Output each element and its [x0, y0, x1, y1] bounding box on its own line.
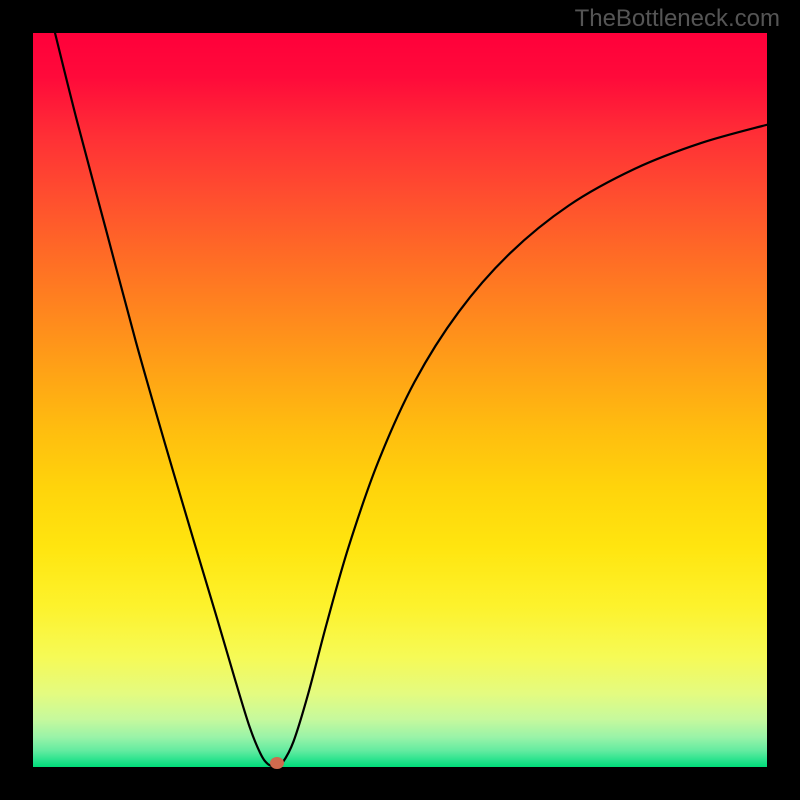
curve-left-branch	[55, 33, 275, 767]
plot-area	[33, 33, 767, 767]
bottleneck-marker	[270, 757, 284, 769]
chart-canvas: TheBottleneck.com	[0, 0, 800, 800]
curve-layer	[33, 33, 767, 767]
curve-right-branch	[275, 125, 767, 767]
watermark-text: TheBottleneck.com	[575, 5, 780, 33]
